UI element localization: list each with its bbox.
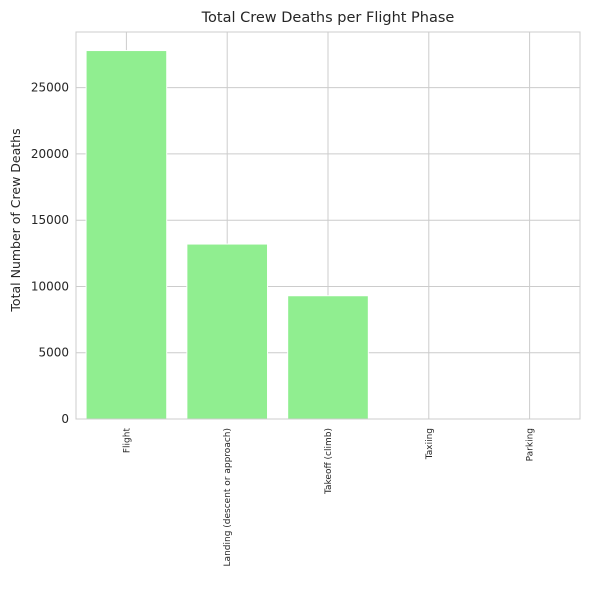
bar-2 [287,295,369,420]
bar-1 [186,243,269,420]
x-tick-label: Takeoff (climb) [324,428,334,495]
plot-frame [75,31,581,420]
y-tick-label: 10000 [31,279,69,293]
x-tick-label: Landing (descent or approach) [223,428,233,566]
x-tick-label: Parking [526,428,536,461]
y-tick-label: 15000 [31,213,69,227]
x-tick-label: Taxiing [425,428,435,460]
x-tick-label: Flight [122,428,132,454]
y-axis-label: Total Number of Crew Deaths [8,128,23,312]
bar-0 [85,50,168,420]
y-tick-label: 20000 [31,147,69,161]
y-tick-label: 0 [61,412,69,426]
bars [85,50,369,420]
y-tick-label: 5000 [38,346,69,360]
y-tick-labels: 0 5000 10000 15000 20000 25000 [31,81,69,426]
x-tick-labels: Flight Landing (descent or approach) Takeo… [122,428,535,567]
axes-frame [75,31,581,420]
chart-title: Total Crew Deaths per Flight Phase [201,10,455,26]
y-tick-label: 25000 [31,81,69,95]
